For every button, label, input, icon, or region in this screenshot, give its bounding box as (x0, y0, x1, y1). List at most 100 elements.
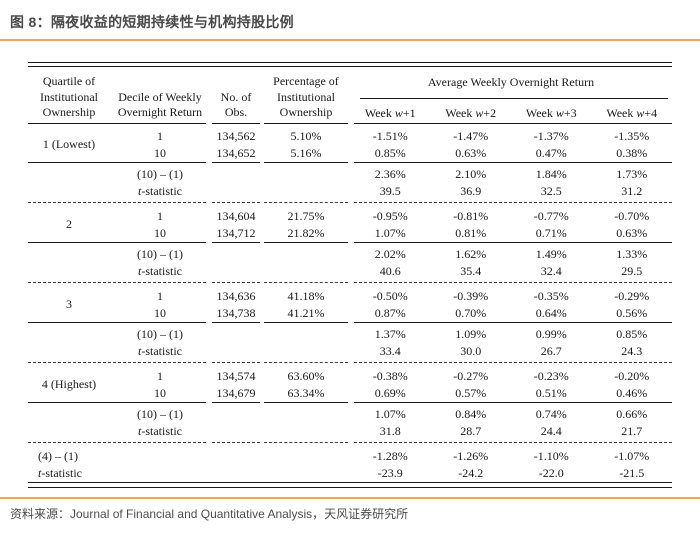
quartile-label: 3 (66, 297, 72, 312)
table-cell: 0.99% (535, 326, 567, 341)
quartile-label: 1 (Lowest) (42, 137, 96, 152)
table-cell: 63.60% (287, 368, 325, 383)
table-cell: 31.2 (621, 183, 643, 198)
table-cell: 1 (157, 288, 163, 303)
header-weeks-group: Average Weekly Overnight Return Week w+1… (350, 74, 672, 123)
quartile-label: 2 (66, 217, 72, 232)
group3-tstat-row: t-statistic 33.4 30.0 26.7 24.3 (28, 343, 672, 359)
header-week3: Week w+3 (525, 105, 577, 120)
group1-mid-rule (28, 161, 672, 165)
table-cell: -22.0 (538, 465, 564, 480)
results-table: Quartile of Institutional Ownership Deci… (28, 62, 672, 488)
table-cell: -1.47% (453, 128, 489, 143)
source-divider (0, 497, 700, 499)
group2-data-rows: 2 1 134,604 21.75% -0.95% -0.81% -0.77% … (28, 208, 672, 242)
table-cell: 32.5 (540, 183, 562, 198)
table-cell: 134,712 (216, 225, 256, 240)
table-cell: -0.27% (453, 368, 489, 383)
table-cell: 5.16% (290, 145, 322, 160)
table-cell: 1.62% (455, 246, 487, 261)
table-cell: 1.84% (535, 166, 567, 181)
source-note: 资料来源：Journal of Financial and Quantitati… (10, 507, 409, 521)
table-cell: 1 (157, 128, 163, 143)
table-cell: 2.02% (374, 246, 406, 261)
table-cell: 5.10% (290, 128, 322, 143)
header-pct-ownership: Percentage of Institutional Ownership (273, 74, 339, 120)
final-diff-row: (4) – (1) -1.28% -1.26% -1.10% -1.07% (28, 448, 672, 464)
table-cell: 1.33% (616, 246, 648, 261)
diff-label: (10) – (1) (137, 246, 183, 261)
header-obs: No. of Obs. (220, 89, 252, 120)
table-cell: 33.4 (379, 343, 401, 358)
group3-diff-row: (10) – (1) 1.37% 1.09% 0.99% 0.85% (28, 326, 672, 342)
table-cell: -0.50% (372, 288, 408, 303)
quartile-label: 4 (Highest) (41, 377, 97, 392)
group3-data-rows: 3 1 134,636 41.18% -0.50% -0.39% -0.35% … (28, 288, 672, 322)
table-cell: 1 (157, 368, 163, 383)
table-cell: -24.2 (458, 465, 484, 480)
table-cell: 35.4 (460, 263, 482, 278)
header-quartile: Quartile of Institutional Ownership (40, 74, 98, 120)
final-tstat-label: t-statistic (38, 465, 83, 480)
group-separator (28, 361, 672, 365)
table-top-rule (28, 62, 672, 67)
table-cell: 2.36% (374, 166, 406, 181)
table-cell: 28.7 (460, 423, 482, 438)
table-cell: 0.69% (374, 385, 406, 400)
table-cell: 39.5 (379, 183, 401, 198)
tstat-label: t-statistic (137, 263, 182, 278)
group3-mid-rule (28, 321, 672, 325)
table-cell: 24.4 (540, 423, 562, 438)
table-cell: -0.77% (533, 208, 569, 223)
group1-data-rows: 1 (Lowest) 1 134,562 5.10% -1.51% -1.47%… (28, 128, 672, 162)
table-bottom-rule (28, 481, 672, 488)
table-cell: 10 (154, 385, 166, 400)
group4-mid-rule (28, 401, 672, 405)
table-cell: 0.64% (535, 305, 567, 320)
table-cell: 0.70% (455, 305, 487, 320)
table-cell: 21.82% (287, 225, 325, 240)
tstat-label: t-statistic (137, 183, 182, 198)
header-decile: Decile of Weekly Overnight Return (117, 89, 203, 120)
title-divider (0, 39, 700, 41)
table-cell: 1.09% (455, 326, 487, 341)
diff-label: (10) – (1) (137, 166, 183, 181)
table-cell: 30.0 (460, 343, 482, 358)
header-week4: Week w+4 (606, 105, 658, 120)
header-week1: Week w+1 (364, 105, 416, 120)
table-cell: 10 (154, 145, 166, 160)
group4-diff-row: (10) – (1) 1.07% 0.84% 0.74% 0.66% (28, 406, 672, 422)
table-cell: 134,679 (216, 385, 256, 400)
table-cell: 0.46% (616, 385, 648, 400)
table-cell: 32.4 (540, 263, 562, 278)
table-cell: 41.21% (287, 305, 325, 320)
table-cell: -0.29% (614, 288, 650, 303)
table-cell: 41.18% (287, 288, 325, 303)
table-cell: 0.63% (616, 225, 648, 240)
table-cell: 0.81% (455, 225, 487, 240)
group2-mid-rule (28, 241, 672, 245)
tstat-label: t-statistic (137, 343, 182, 358)
table-cell: 24.3 (621, 343, 643, 358)
table-cell: 1.07% (374, 225, 406, 240)
header-avg-weekly-return: Average Weekly Overnight Return (427, 75, 595, 89)
final-diff-label: (4) – (1) (38, 448, 78, 463)
table-cell: 0.85% (374, 145, 406, 160)
table-cell: 134,562 (216, 128, 256, 143)
diff-label: (10) – (1) (137, 326, 183, 341)
table-cell: -0.20% (614, 368, 650, 383)
table-cell: -0.81% (453, 208, 489, 223)
table-cell: -0.38% (372, 368, 408, 383)
table-cell: 0.47% (535, 145, 567, 160)
table-cell: -1.28% (372, 448, 408, 463)
table-cell: 0.57% (455, 385, 487, 400)
table-cell: -0.35% (533, 288, 569, 303)
table-cell: -0.95% (372, 208, 408, 223)
table-cell: 1.07% (374, 406, 406, 421)
table-cell: 36.9 (460, 183, 482, 198)
table-cell: 134,652 (216, 145, 256, 160)
group1-tstat-row: t-statistic 39.5 36.9 32.5 31.2 (28, 183, 672, 199)
week-labels: Week w+1 Week w+2 Week w+3 Week w+4 (350, 106, 672, 123)
table-cell: 0.74% (535, 406, 567, 421)
